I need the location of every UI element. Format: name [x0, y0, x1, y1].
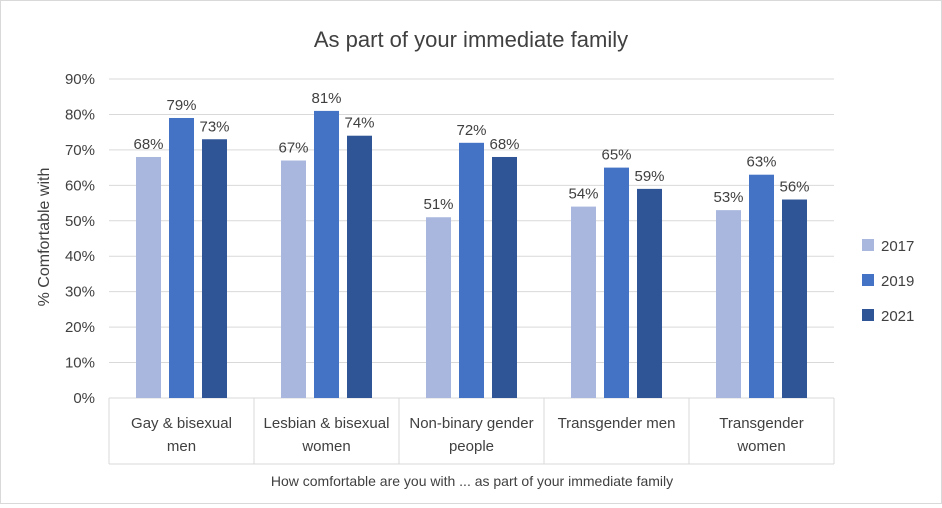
x-tick-label: Gay & bisexual [131, 415, 232, 432]
data-label: 51% [423, 196, 453, 213]
bar-2017 [571, 206, 596, 398]
x-tick-label: women [736, 438, 785, 455]
data-label: 73% [199, 118, 229, 135]
bar-2021 [782, 199, 807, 398]
bar-2021 [492, 156, 517, 398]
data-label: 63% [746, 154, 776, 171]
bar-2021 [347, 135, 372, 398]
data-label: 74% [344, 115, 374, 132]
bar-2017 [281, 160, 306, 398]
legend-label-2017: 2017 [881, 238, 914, 255]
chart-title: As part of your immediate family [314, 27, 628, 52]
y-tick-label: 90% [65, 71, 95, 88]
legend-swatch-2021 [862, 309, 874, 321]
bar-2017 [716, 210, 741, 398]
bar-2021 [637, 188, 662, 398]
data-label: 54% [568, 186, 598, 203]
y-tick-label: 0% [73, 390, 95, 407]
y-tick-label: 10% [65, 355, 95, 372]
bar-2017 [426, 217, 451, 398]
x-tick-label: men [167, 438, 196, 455]
data-label: 67% [278, 140, 308, 157]
x-tick-label: women [301, 438, 350, 455]
data-label: 59% [634, 168, 664, 185]
data-label: 56% [779, 179, 809, 196]
y-tick-label: 40% [65, 248, 95, 265]
bars [136, 110, 807, 399]
legend-swatch-2017 [862, 239, 874, 251]
x-tick-label: Transgender men [558, 415, 676, 432]
bar-2017 [136, 156, 161, 398]
data-labels: 68%79%73%67%81%74%51%72%68%54%65%59%53%6… [133, 90, 809, 213]
legend-swatch-2019 [862, 274, 874, 286]
data-label: 81% [311, 90, 341, 107]
x-tick-label: Transgender [719, 415, 804, 432]
bar-2019 [169, 117, 194, 398]
bar-2021 [202, 139, 227, 398]
x-tick-label: people [449, 438, 494, 455]
data-label: 72% [456, 122, 486, 139]
x-tick-label: Non-binary gender [409, 415, 533, 432]
y-tick-label: 80% [65, 106, 95, 123]
x-tick-label: Lesbian & bisexual [264, 415, 390, 432]
y-tick-label: 70% [65, 142, 95, 159]
bar-2019 [314, 110, 339, 399]
legend-label-2021: 2021 [881, 308, 914, 325]
bar-2019 [604, 167, 629, 398]
bar-2019 [749, 174, 774, 398]
axes: 0% 10% 20% 30% 40% 50% 60% 70% 80% 90% Gay & bisex… [65, 71, 835, 465]
y-tick-label: 20% [65, 319, 95, 336]
legend: 2017 2019 2021 [862, 238, 914, 325]
y-tick-label: 50% [65, 213, 95, 230]
legend-label-2019: 2019 [881, 273, 914, 290]
y-axis-label: % Comfortable with [36, 168, 53, 307]
x-axis-label: How comfortable are you with ... as part… [271, 473, 673, 489]
data-label: 79% [166, 97, 196, 114]
y-tick-label: 60% [65, 177, 95, 194]
data-label: 68% [133, 136, 163, 153]
data-label: 53% [713, 189, 743, 206]
data-label: 65% [601, 147, 631, 164]
y-tick-label: 30% [65, 284, 95, 301]
bar-2019 [459, 142, 484, 398]
data-label: 68% [489, 136, 519, 153]
